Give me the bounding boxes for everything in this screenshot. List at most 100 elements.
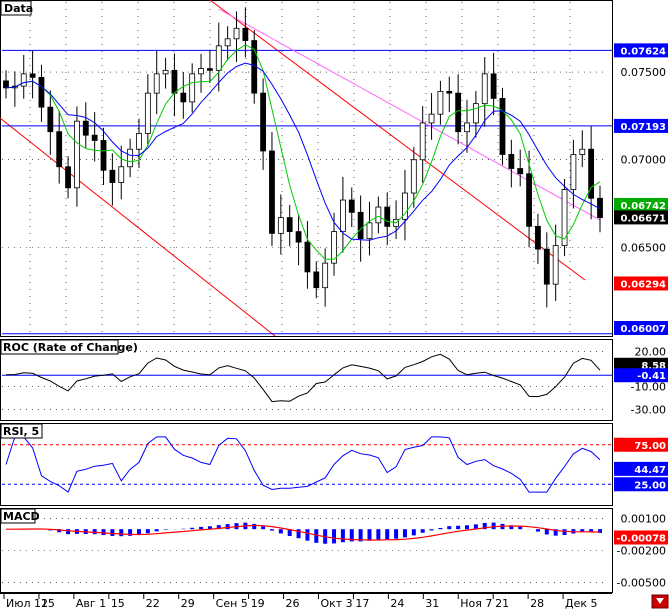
candle-body [331, 231, 337, 264]
y-tick-label: -0.00500 [617, 576, 666, 589]
value-badge [614, 530, 668, 545]
x-tick-label: 28 [530, 597, 544, 610]
x-tick-label: Дек 5 [565, 597, 598, 610]
candle-body [29, 73, 36, 78]
channel-lower-line [0, 117, 276, 337]
value-badge-text: 0.06007 [620, 324, 666, 335]
candle-body [144, 92, 151, 134]
x-tick-label: Ноя 7 [460, 597, 492, 610]
roc-tag: ROC (Rate of Change) [0, 339, 138, 355]
value-badge [614, 118, 668, 133]
candle-body [437, 90, 444, 115]
value-badge-text: 0.06294 [620, 279, 666, 290]
candle-body [304, 241, 311, 273]
value-badge [614, 321, 668, 335]
candle-body [579, 148, 586, 155]
candle-body [348, 199, 355, 213]
y-tick-label: 20.00 [635, 345, 667, 358]
candle-body [410, 159, 417, 194]
candle-body [171, 69, 178, 94]
candle-body [286, 217, 293, 232]
candle-body [313, 271, 320, 289]
rsi-panel[interactable] [0, 423, 613, 506]
roc-plot [2, 353, 612, 403]
x-tick-label: 21 [495, 597, 509, 610]
macd-panel[interactable] [0, 508, 613, 593]
candle-body [543, 248, 550, 285]
value-badge-text: -0.41 [637, 371, 666, 382]
candle-body [162, 69, 169, 75]
candle-body [136, 133, 142, 150]
macd-signal-line [6, 524, 601, 541]
candle-body [402, 192, 408, 220]
y-tick-label: -30.00 [631, 404, 666, 417]
value-badge [614, 43, 668, 58]
x-tick-label: 22 [146, 597, 160, 610]
candle-body [499, 97, 506, 155]
x-tick-label: 26 [286, 597, 300, 610]
x-tick-label: Сен 5 [216, 597, 248, 610]
candle-body [189, 73, 196, 103]
candle-body [428, 113, 435, 124]
macd-plot [6, 522, 602, 544]
x-tick-label: 31 [425, 597, 439, 610]
candle-body [153, 73, 160, 94]
ma-fast-line [5, 44, 601, 260]
value-badge [614, 368, 668, 383]
price-plot [0, 0, 612, 337]
candle-body [481, 73, 488, 105]
candle-body [535, 225, 541, 250]
channel-upper-line [209, 0, 586, 281]
y-tick-label: -0.00200 [617, 545, 666, 558]
value-badge [614, 210, 668, 225]
value-badge [614, 461, 668, 476]
candle-body [74, 120, 80, 189]
candle-body [56, 131, 63, 168]
x-tick-label: 24 [390, 597, 404, 610]
candle-body [277, 217, 284, 234]
roc-tag-text: ROC (Rate of Change) [3, 341, 138, 354]
x-tick-label: 25 [41, 597, 55, 610]
candle-body [224, 38, 231, 47]
value-badge [614, 276, 668, 291]
candle-body [517, 168, 524, 175]
value-badge-text: 0.07624 [620, 46, 666, 57]
x-tick-label: 15 [111, 597, 125, 610]
candle-body [242, 27, 249, 41]
candle-body [552, 245, 559, 285]
candle-body [366, 222, 373, 240]
candle-body [100, 140, 107, 171]
x-tick-label: Окт 3 [320, 597, 352, 610]
scroll-right-button[interactable] [651, 594, 669, 609]
value-badge-text: 8.58 [641, 361, 666, 372]
value-badge-text: 0.06742 [620, 201, 666, 212]
candle-body [384, 206, 391, 227]
macd-tag-text: MACD [3, 510, 40, 523]
candle-body [180, 92, 187, 103]
rsi-tag-text: RSI, 5 [3, 425, 39, 438]
candle-body [207, 68, 213, 71]
rsi-line [5, 436, 601, 493]
candle-body [260, 92, 267, 152]
ma-slow-line [5, 62, 601, 241]
x-tick-label: 17 [355, 597, 369, 610]
axis-value-badges: 0.07500 0.07000 0.06500 20.00 -10.00 -30.00 0.… [614, 43, 668, 589]
candle-body [3, 80, 9, 89]
candle-body [215, 45, 222, 71]
macd-tag: MACD [0, 508, 40, 524]
value-badge-text: -0.00078 [616, 533, 666, 544]
candle-body [65, 166, 71, 189]
x-tick-label: 29 [181, 597, 195, 610]
candle-body [561, 189, 568, 247]
candle-body [20, 73, 27, 87]
candle-body [47, 106, 54, 133]
candle-body [588, 148, 595, 199]
value-badge [614, 197, 668, 212]
candle-body [38, 76, 45, 108]
x-tick-label: 19 [251, 597, 265, 610]
price-tag: Data [0, 0, 33, 16]
candle-body [339, 199, 346, 232]
candle-body [322, 262, 329, 289]
